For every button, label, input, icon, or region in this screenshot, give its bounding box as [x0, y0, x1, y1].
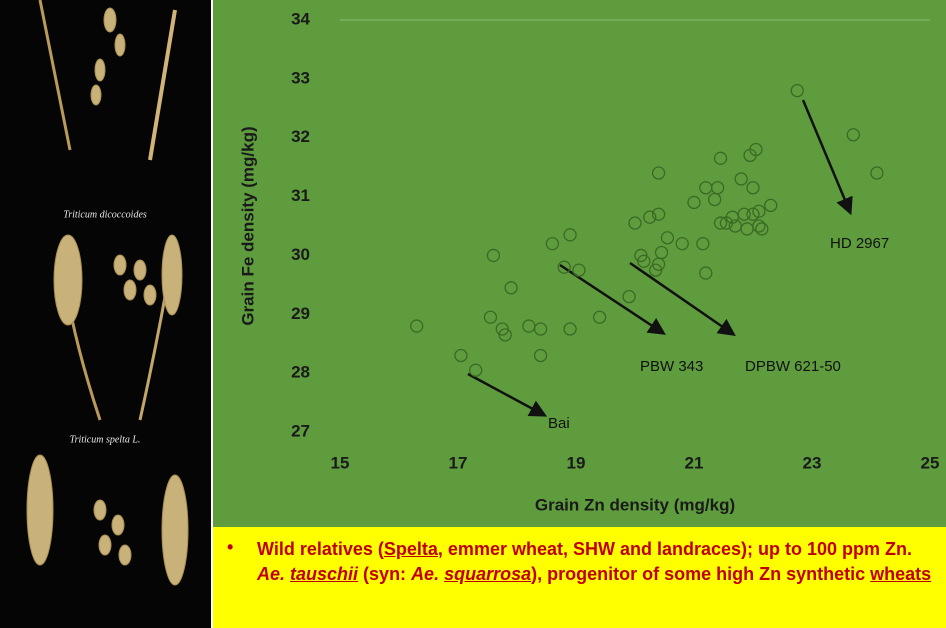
slide: Triticum dicoccoides Triticum spelta L. …: [0, 0, 946, 628]
x-tick-label: 17: [449, 453, 468, 472]
chart-background: [213, 0, 946, 527]
note-text: Wild relatives (Spelta, emmer wheat, SHW…: [257, 537, 932, 628]
note-run: Wild relatives (: [257, 539, 384, 559]
chart: 27 28 29 30 31 32 33 34 15 17 19 21 23 25 Grain Zn den…: [213, 0, 946, 527]
note-run: (syn:: [358, 564, 411, 584]
y-tick-label: 32: [291, 127, 310, 146]
y-tick-label: 29: [291, 304, 310, 323]
x-tick-label: 19: [567, 453, 586, 472]
x-tick-label: 23: [803, 453, 822, 472]
x-tick-label: 21: [685, 453, 704, 472]
annotation: DPBW 621-50: [745, 358, 841, 375]
y-axis-title: Grain Fe density (mg/kg): [238, 126, 257, 325]
note-run: Ae.: [411, 564, 444, 584]
note-box: • Wild relatives (Spelta, emmer wheat, S…: [213, 527, 946, 628]
x-tick-label: 15: [331, 453, 350, 472]
note-run: wheats: [870, 564, 931, 584]
y-tick-label: 30: [291, 245, 310, 264]
note-run: tauschii: [290, 564, 358, 584]
y-tick-label: 33: [291, 68, 310, 87]
note-run: Ae.: [257, 564, 290, 584]
note-run: ), progenitor of some high Zn synthetic: [531, 564, 870, 584]
note-run: Spelta: [384, 539, 438, 559]
y-tick-label: 28: [291, 363, 310, 382]
wheat-illustration: [27, 0, 188, 585]
annotation: HD 2967: [830, 235, 889, 252]
y-tick-label: 34: [291, 9, 310, 28]
note-run: squarrosa: [444, 564, 531, 584]
wheat-panel: Triticum dicoccoides Triticum spelta L.: [0, 0, 211, 628]
caption: Triticum spelta L.: [70, 434, 141, 445]
y-tick-label: 27: [291, 421, 310, 440]
x-axis-title: Grain Zn density (mg/kg): [535, 495, 735, 514]
annotation: PBW 343: [640, 358, 703, 375]
bullet: •: [227, 537, 257, 628]
caption: Triticum dicoccoides: [63, 209, 147, 220]
y-tick-label: 31: [291, 186, 310, 205]
note-run: , emmer wheat, SHW and landraces); up to…: [438, 539, 912, 559]
annotation: Bai: [548, 415, 570, 432]
x-tick-label: 25: [921, 453, 940, 472]
